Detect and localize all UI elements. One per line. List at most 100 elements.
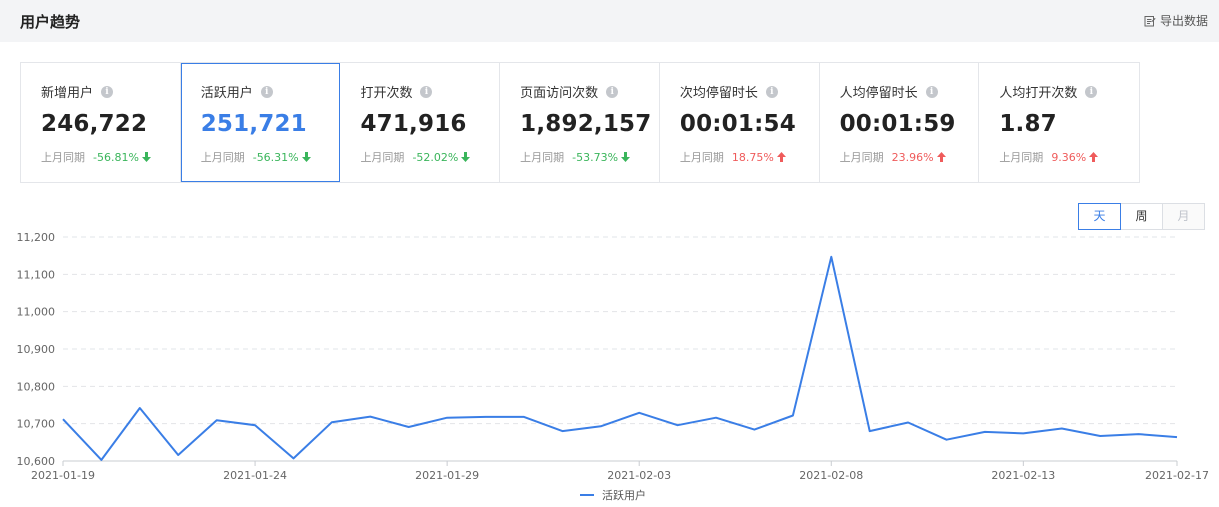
- data-point: [829, 255, 833, 259]
- arrow-up-icon: [936, 152, 946, 162]
- info-icon[interactable]: i: [1085, 85, 1098, 98]
- info-icon[interactable]: i: [420, 85, 433, 98]
- x-tick-label: 2021-02-03: [607, 469, 671, 482]
- data-point: [368, 415, 372, 419]
- y-tick-label: 10,800: [17, 380, 56, 393]
- arrow-down-icon: [141, 152, 151, 162]
- data-point: [138, 406, 142, 410]
- granularity-option[interactable]: 天: [1078, 203, 1121, 230]
- metric-card[interactable]: 打开次数 i 471,916 上月同期 -52.02%: [340, 63, 501, 182]
- compare-percent: 18.75%: [732, 151, 786, 164]
- metric-label-row: 人均打开次数 i: [999, 82, 1098, 101]
- x-tick-label: 2021-02-17: [1145, 469, 1209, 482]
- arrow-up-icon: [1089, 152, 1099, 162]
- metric-compare: 上月同期 -56.81%: [41, 149, 151, 165]
- trend-chart: 10,600 10,700 10,800 10,900 11,000 11,100 11,2…: [17, 231, 1209, 482]
- compare-percent-value: -53.73%: [572, 150, 619, 164]
- data-point: [983, 430, 987, 434]
- data-point: [1021, 431, 1025, 435]
- data-point: [522, 415, 526, 419]
- granularity-option[interactable]: 月: [1162, 203, 1205, 230]
- data-point: [945, 438, 949, 442]
- arrow-down-icon: [301, 152, 311, 162]
- metric-compare: 上月同期 -56.31%: [201, 149, 311, 165]
- compare-label: 上月同期: [999, 151, 1044, 164]
- compare-percent-value: -52.02%: [412, 150, 459, 164]
- page-header: 用户趋势 导出数据: [0, 0, 1219, 42]
- metric-label: 活跃用户: [200, 86, 253, 101]
- data-point: [176, 453, 180, 457]
- data-point: [791, 413, 795, 417]
- info-icon[interactable]: i: [925, 85, 938, 98]
- metric-label: 打开次数: [360, 86, 413, 101]
- metric-label-row: 活跃用户 i: [201, 82, 273, 101]
- data-point: [1098, 434, 1102, 438]
- export-data-label: 导出数据: [1159, 14, 1208, 28]
- info-icon[interactable]: i: [260, 85, 273, 98]
- x-tick-label: 2021-01-24: [223, 469, 287, 482]
- compare-label: 上月同期: [679, 151, 724, 164]
- data-point: [752, 428, 756, 432]
- data-point: [1060, 427, 1064, 431]
- metric-card[interactable]: 页面访问次数 i 1,892,157 上月同期 -53.73%: [500, 63, 660, 182]
- info-icon[interactable]: i: [101, 85, 114, 98]
- metric-value: 1.87: [999, 111, 1057, 137]
- metric-compare: 上月同期 -52.02%: [360, 149, 471, 165]
- granularity-switch: 天周月: [1078, 203, 1208, 230]
- metric-value: 251,721: [200, 111, 307, 137]
- metric-label: 次均停留时长: [679, 86, 758, 101]
- y-tick-label: 11,000: [17, 306, 56, 319]
- compare-label: 上月同期: [520, 151, 565, 164]
- metric-label-row: 次均停留时长 i: [680, 82, 778, 101]
- metric-value: 1,892,157: [520, 111, 652, 137]
- metric-card[interactable]: 人均停留时长 i 00:01:59 上月同期 23.96%: [820, 63, 980, 182]
- metric-compare: 上月同期 -53.73%: [520, 149, 631, 165]
- info-icon[interactable]: i: [606, 85, 619, 98]
- data-point: [330, 420, 334, 424]
- compare-percent-value: 18.75%: [731, 150, 774, 164]
- data-point: [637, 411, 641, 415]
- granularity-option[interactable]: 周: [1120, 203, 1163, 230]
- compare-percent-value: 23.96%: [891, 150, 934, 164]
- compare-label: 上月同期: [200, 151, 245, 164]
- metric-compare: 上月同期 23.96%: [840, 149, 946, 165]
- metric-label: 新增用户: [41, 86, 94, 101]
- data-point: [99, 458, 103, 462]
- compare-label: 上月同期: [839, 151, 884, 164]
- metric-card[interactable]: 人均打开次数 i 1.87 上月同期 9.36%: [979, 63, 1139, 182]
- data-point: [906, 421, 910, 425]
- export-icon: [1144, 15, 1156, 26]
- x-tick-label: 2021-02-13: [991, 469, 1055, 482]
- metric-value: 00:01:59: [839, 111, 956, 137]
- y-tick-label: 10,900: [17, 343, 56, 356]
- metric-card[interactable]: 新增用户 i 246,722 上月同期 -56.81%: [21, 63, 181, 182]
- legend-line-icon: [580, 494, 594, 496]
- compare-percent: -56.31%: [253, 151, 311, 164]
- export-data-button[interactable]: 导出数据: [1144, 12, 1208, 29]
- compare-percent-value: 9.36%: [1051, 150, 1087, 164]
- compare-label: 上月同期: [360, 151, 405, 164]
- chart-legend[interactable]: 活跃用户: [580, 487, 646, 503]
- data-point: [560, 429, 564, 433]
- metric-label-row: 页面访问次数 i: [520, 82, 619, 101]
- legend-label: 活跃用户: [602, 489, 646, 502]
- data-point: [215, 418, 219, 422]
- data-point: [445, 416, 449, 420]
- data-point: [291, 456, 295, 460]
- data-point: [868, 429, 872, 433]
- metric-card[interactable]: 活跃用户 i 251,721 上月同期 -56.31%: [180, 63, 341, 182]
- metric-compare: 上月同期 18.75%: [680, 149, 786, 165]
- x-tick-label: 2021-01-19: [31, 469, 95, 482]
- y-tick-label: 11,100: [17, 268, 56, 281]
- data-point: [484, 415, 488, 419]
- metric-cards: 新增用户 i 246,722 上月同期 -56.81% 活跃用户 i 251,721 上月同期 -…: [20, 62, 1140, 183]
- metric-card[interactable]: 次均停留时长 i 00:01:54 上月同期 18.75%: [660, 63, 820, 182]
- compare-percent-value: -56.31%: [252, 150, 299, 164]
- data-point: [1175, 435, 1179, 439]
- metric-label-row: 人均停留时长 i: [840, 82, 938, 101]
- compare-percent: -53.73%: [572, 150, 631, 164]
- metric-compare: 上月同期 9.36%: [999, 149, 1099, 165]
- data-point: [676, 423, 680, 427]
- data-point: [407, 425, 411, 429]
- info-icon[interactable]: i: [765, 85, 778, 98]
